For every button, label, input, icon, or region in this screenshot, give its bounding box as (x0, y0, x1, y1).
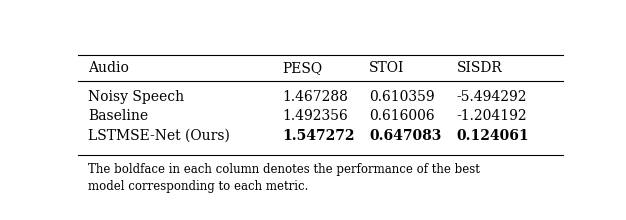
Text: STOI: STOI (369, 61, 405, 75)
Text: 0.647083: 0.647083 (369, 129, 442, 143)
Text: -1.204192: -1.204192 (456, 109, 527, 123)
Text: LSTMSE-Net (Ours): LSTMSE-Net (Ours) (88, 129, 230, 143)
Text: 1.467288: 1.467288 (282, 90, 348, 104)
Text: 1.547272: 1.547272 (282, 129, 354, 143)
Text: Audio: Audio (88, 61, 129, 75)
Text: Baseline: Baseline (88, 109, 148, 123)
Text: 0.610359: 0.610359 (369, 90, 435, 104)
Text: 0.124061: 0.124061 (456, 129, 530, 143)
Text: model corresponding to each metric.: model corresponding to each metric. (88, 180, 309, 193)
Text: The boldface in each column denotes the performance of the best: The boldface in each column denotes the … (88, 163, 480, 176)
Text: -5.494292: -5.494292 (456, 90, 527, 104)
Text: PESQ: PESQ (282, 61, 322, 75)
Text: SISDR: SISDR (456, 61, 503, 75)
Text: 1.492356: 1.492356 (282, 109, 348, 123)
Text: Noisy Speech: Noisy Speech (88, 90, 184, 104)
Text: 0.616006: 0.616006 (369, 109, 435, 123)
